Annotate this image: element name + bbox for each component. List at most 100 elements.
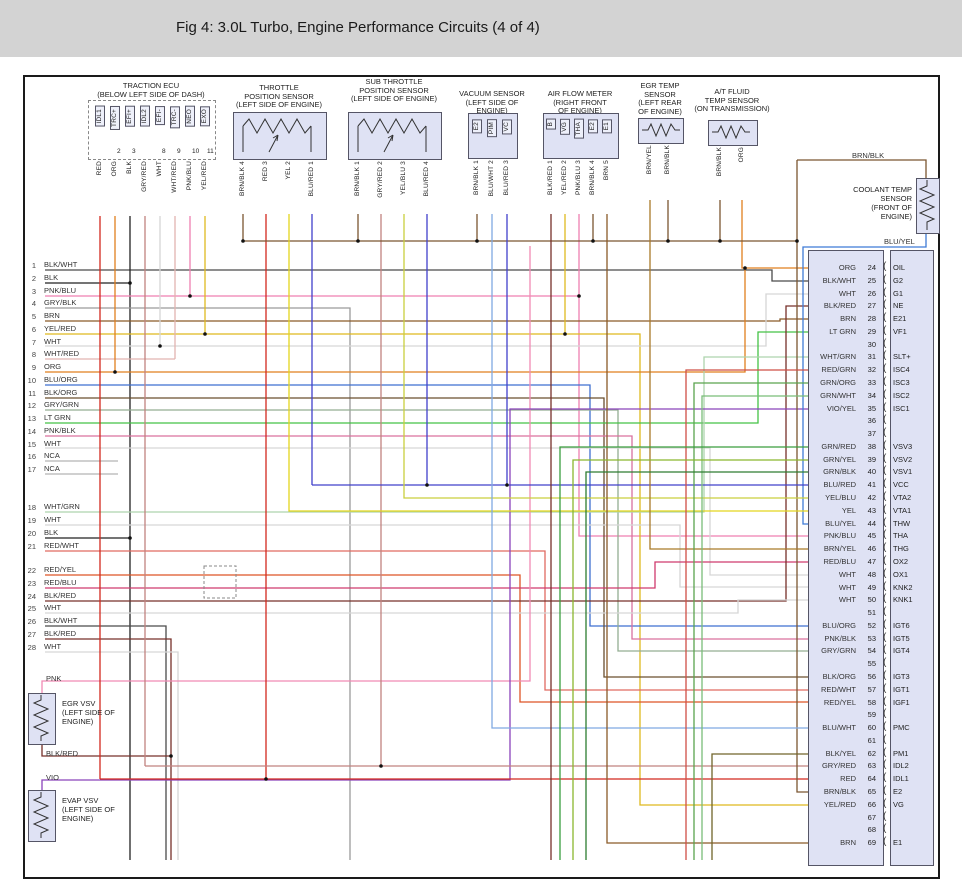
component-title: EGR TEMP (640, 81, 680, 90)
component-pin-label: E1 (602, 119, 612, 134)
ecm-pin-bracket: ( (883, 453, 887, 464)
ecm-pin-number: 28 (867, 314, 876, 323)
wire-junction-dot (795, 239, 799, 243)
component-wire-label: PNK/BLU (186, 161, 193, 191)
component-title: EVAP VSV (62, 796, 99, 805)
component-box-at-fluid-temp-sensor (708, 120, 758, 146)
ecm-pin-number: 44 (867, 519, 876, 528)
component-pin-label: E2 (472, 119, 482, 134)
ecm-pin-name: IGT3 (893, 672, 910, 681)
ecm-pin-wire-color: RED (840, 774, 856, 783)
left-pin-number: 4 (31, 299, 36, 308)
component-title: (BELOW LEFT SIDE OF DASH) (97, 89, 205, 99)
ecm-pin-wire-color: WHT/GRN (820, 352, 856, 361)
component-title: POSITION SENSOR (359, 85, 429, 95)
wire-vio (41, 408, 808, 790)
component-wire-label: YEL 2 (285, 161, 292, 180)
ecm-pin-bracket: ( (883, 606, 887, 617)
ecm-pin-name: VSV3 (893, 442, 913, 451)
ecm-pin-name: NE (893, 301, 904, 310)
ecm-pin-bracket: ( (883, 529, 887, 540)
left-pin-number: 12 (27, 401, 36, 410)
wire-yel-red (45, 333, 808, 806)
ecm-pin-bracket: ( (883, 350, 887, 361)
ecm-pin-name: IGT1 (893, 685, 910, 694)
left-pin-number: 28 (27, 643, 36, 652)
ecm-pin-wire-color: BLK/WHT (822, 276, 856, 285)
ecm-pin-name: ISC2 (893, 391, 910, 400)
wire-gry-blk (45, 307, 351, 860)
ecm-pin-name: IGT6 (893, 621, 910, 630)
ecm-pin-wire-color: WHT (838, 289, 856, 298)
left-pin-number: 14 (27, 427, 36, 436)
wire-yel-blu (403, 214, 808, 499)
wire-grn-yel (572, 459, 808, 860)
ecm-pin-number: 33 (867, 378, 876, 387)
ecm-pin-bracket: ( (883, 759, 887, 770)
ecm-pin-number: 51 (867, 608, 876, 617)
wire-blk-yel (711, 753, 808, 860)
component-box-tps (233, 112, 327, 160)
ecm-pin-wire-color: BLK/YEL (825, 749, 856, 758)
ecm-pin-number: 35 (867, 404, 876, 413)
left-wire-label: BLK/RED (44, 629, 77, 638)
ecm-pin-name: IGT5 (893, 634, 910, 643)
component-wire-label: GRY/RED (141, 161, 148, 192)
ecm-pin-number: 38 (867, 442, 876, 451)
component-wire-label: BRN/BLK 4 (589, 160, 596, 196)
component-pin-label: IDL2 (140, 106, 150, 127)
component-pin-label: NEO (185, 106, 195, 127)
component-wire-label: BRN/BLK 4 (239, 161, 246, 197)
ecm-pin-number: 45 (867, 531, 876, 540)
wire-gry-grn (45, 409, 808, 652)
component-box-egr-vsv (28, 693, 56, 745)
ecm-pin-wire-color: GRY/RED (821, 761, 856, 770)
ecm-pin-bracket: ( (883, 644, 887, 655)
inline-connector-outline (203, 565, 237, 599)
ecm-pin-bracket: ( (883, 287, 887, 298)
ecm-pin-number: 46 (867, 544, 876, 553)
wire-junction-dot (128, 281, 132, 285)
ecm-pin-name: PM1 (893, 749, 909, 758)
ecm-pin-bracket: ( (883, 785, 887, 796)
ecm-pin-bracket: ( (883, 504, 887, 515)
ecm-pin-number: 61 (867, 736, 876, 745)
ecm-pin-name: IDL2 (893, 761, 909, 770)
ecm-pin-name: VTA1 (893, 506, 912, 515)
ecm-pin-wire-color: GRN/ORG (820, 378, 856, 387)
left-wire-label: WHT (44, 603, 62, 612)
component-title: VACUUM SENSOR (459, 89, 525, 98)
wire-blk-wht (45, 269, 808, 282)
ecm-pin-bracket: ( (883, 593, 887, 604)
left-wire-label: PNK/BLU (44, 286, 77, 295)
wire-grn-blk (585, 471, 808, 860)
component-title: (LEFT SIDE OF (62, 805, 115, 814)
ecm-pin-bracket: ( (883, 402, 887, 413)
ecm-pin-wire-color: WHT (838, 570, 856, 579)
component-title: SENSOR (644, 89, 676, 99)
left-wire-label: RED/WHT (44, 541, 79, 550)
diagram-frame (23, 75, 940, 879)
component-pin-number: 8 (162, 148, 166, 155)
ecm-pin-wire-color: WHT (838, 595, 856, 604)
ecm-pin-wire-color: BLU/YEL (825, 519, 856, 528)
ecm-pin-names-box (890, 250, 934, 866)
ecm-pin-number: 67 (867, 813, 876, 822)
wire-junction-dot (718, 239, 722, 243)
component-wire-label: GRY/RED 2 (377, 161, 384, 198)
ecm-pin-number: 52 (867, 621, 876, 630)
ecm-pin-name: OIL (893, 263, 906, 272)
left-pin-number: 13 (27, 414, 36, 423)
component-wire-label: YEL/RED (201, 161, 208, 191)
ecm-pin-number: 37 (867, 429, 876, 438)
left-wire-label: PNK/BLK (44, 426, 76, 435)
ecm-pin-wire-color: BLU/WHT (822, 723, 856, 732)
ecm-pin-name: G2 (893, 276, 904, 285)
ecm-pin-bracket: ( (883, 683, 887, 694)
ecm-pin-number: 26 (867, 289, 876, 298)
ecm-pin-name: THG (893, 544, 909, 553)
ecm-pin-wire-color: RED/BLU (823, 557, 856, 566)
ecm-pin-name: THW (893, 519, 911, 528)
left-wire-label: WHT (44, 337, 62, 346)
ecm-pin-name: VSV1 (893, 467, 913, 476)
